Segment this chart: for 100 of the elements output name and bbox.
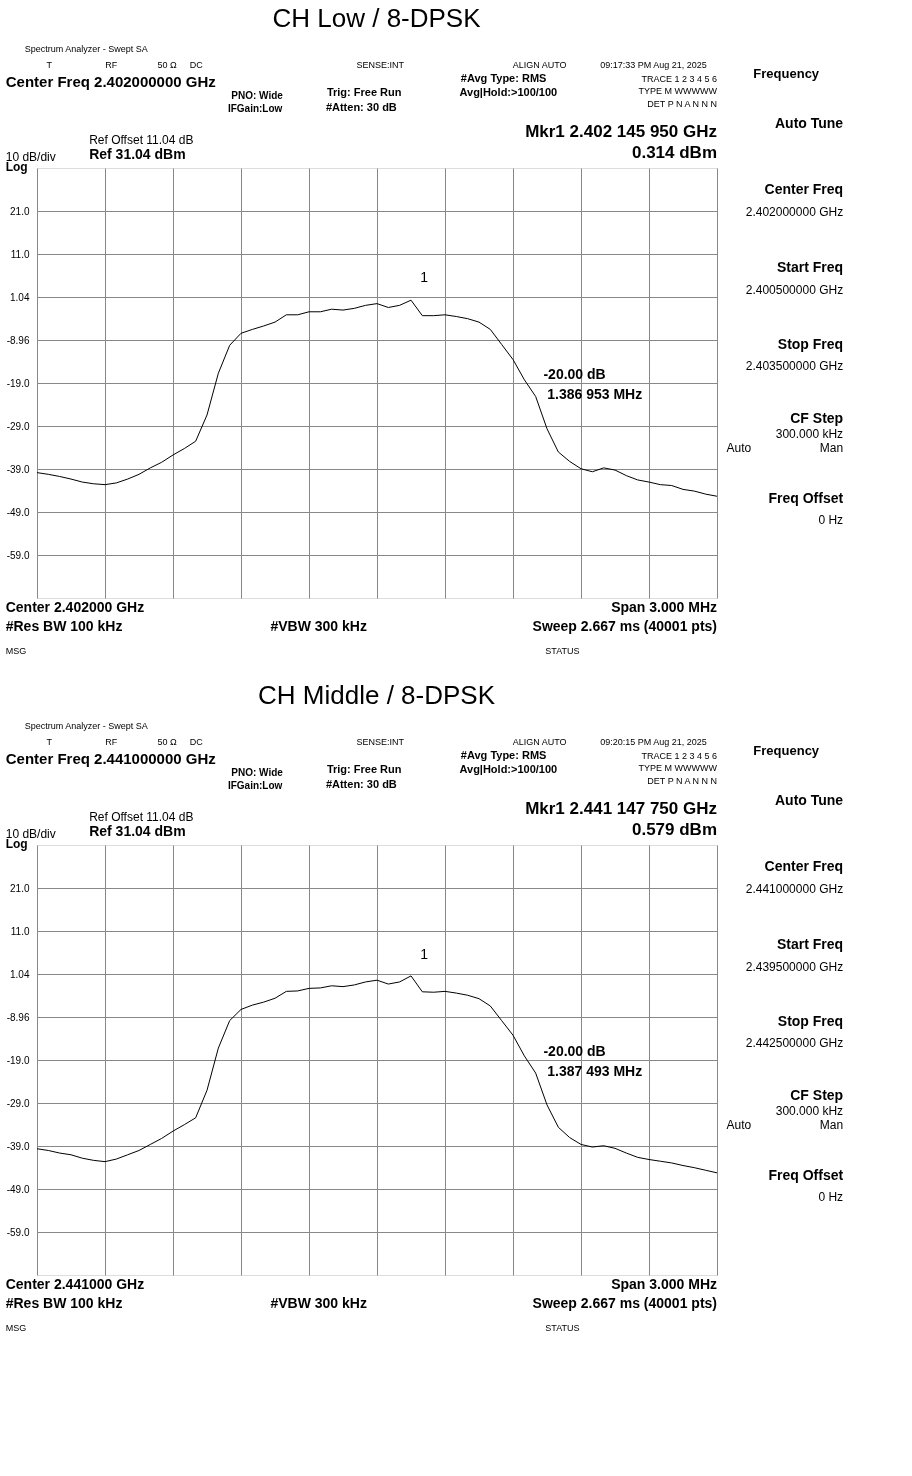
y-tick-label: 11.0: [10, 248, 30, 260]
text: CF Step: [790, 1086, 844, 1103]
text: TRACE 1 2 3 4 5 6: [641, 750, 717, 761]
text: #Atten: 30 dB: [325, 100, 397, 113]
text: Trig: Free Run: [326, 762, 402, 775]
text: Center Freq 2.402000000 GHz: [5, 72, 216, 90]
text: 2.439500000 GHz: [745, 959, 844, 974]
text: Log: [5, 160, 28, 175]
text: ALIGN AUTO: [512, 59, 567, 70]
text: #VBW 300 kHz: [270, 617, 367, 634]
text: Sweep 2.667 ms (40001 pts): [532, 1294, 717, 1311]
text: 2.403500000 GHz: [745, 358, 844, 373]
text: TRACE 1 2 3 4 5 6: [641, 73, 717, 84]
annotation: -20.00 dB: [543, 1043, 606, 1060]
text: TYPE M WWWWW: [638, 762, 718, 773]
text: Center Freq: [764, 858, 844, 875]
y-tick-label: -8.96: [6, 334, 30, 346]
y-tick-label: -29.0: [6, 1097, 30, 1109]
y-tick-label: -59.0: [6, 1226, 30, 1238]
text: IFGain:Low: [227, 102, 283, 114]
y-tick-label: 1.04: [10, 968, 30, 980]
y-tick-label: 1.04: [10, 291, 30, 303]
line-series: [36, 975, 718, 1174]
text: Mkr1 2.402 145 950 GHz: [525, 121, 717, 141]
text: #VBW 300 kHz: [270, 1294, 367, 1311]
chart-title: CH Middle / 8-DPSK: [258, 680, 496, 711]
text: DET P N A N N N: [647, 98, 717, 109]
text: Freq Offset: [768, 489, 844, 506]
annotation: 1.386 953 MHz: [547, 385, 643, 402]
text: Auto Tune: [774, 115, 844, 132]
text: CF Step: [790, 409, 844, 426]
y-tick-label: 21.0: [10, 205, 30, 217]
text: Spectrum Analyzer - Swept SA: [24, 721, 148, 732]
text: TYPE M WWWWW: [638, 85, 718, 96]
text: Ref 31.04 dBm: [89, 823, 186, 839]
text: PNO: Wide: [231, 90, 284, 102]
text: #Avg Type: RMS: [460, 71, 547, 84]
text: 0.314 dBm: [631, 143, 717, 163]
text: Ref Offset 11.04 dB: [89, 810, 194, 825]
text: Start Freq: [777, 259, 844, 276]
text: #Avg Type: RMS: [460, 748, 547, 761]
text: Avg|Hold:>100/100: [459, 85, 558, 98]
annotation: 1: [420, 945, 429, 962]
text: Man: [819, 441, 844, 456]
text: Center 2.441000 GHz: [5, 1276, 145, 1293]
text: Auto Tune: [774, 792, 844, 809]
text: Spectrum Analyzer - Swept SA: [24, 44, 148, 55]
text: #Res BW 100 kHz: [5, 617, 123, 634]
y-tick-label: -49.0: [6, 1183, 30, 1195]
text: 2.442500000 GHz: [745, 1035, 844, 1050]
y-tick-label: -49.0: [6, 506, 30, 518]
text: Span 3.000 MHz: [611, 599, 717, 616]
text: DET P N A N N N: [647, 775, 717, 786]
text: Start Freq: [777, 936, 844, 953]
text: Trig: Free Run: [326, 85, 402, 98]
text: 2.402000000 GHz: [745, 204, 844, 219]
y-tick-label: -59.0: [6, 549, 30, 561]
text: Frequency: [753, 66, 820, 82]
annotation: -20.00 dB: [543, 366, 606, 383]
text: Ref Offset 11.04 dB: [89, 133, 194, 148]
text: STATUS: [545, 645, 580, 656]
y-tick-label: 11.0: [10, 925, 30, 937]
annotation: 1: [420, 268, 429, 285]
text: Ref 31.04 dBm: [89, 146, 186, 162]
line-series: [36, 299, 718, 497]
text: Log: [5, 837, 28, 852]
text: Center Freq 2.441000000 GHz: [5, 749, 216, 767]
y-tick-label: -39.0: [6, 1140, 30, 1152]
text: Auto: [726, 441, 752, 456]
text: Center Freq: [764, 181, 844, 198]
y-tick-label: -19.0: [6, 1054, 30, 1066]
text: Stop Freq: [777, 1013, 844, 1030]
text: Mkr1 2.441 147 750 GHz: [525, 798, 717, 818]
text: Stop Freq: [777, 336, 844, 353]
text: Span 3.000 MHz: [611, 1276, 717, 1293]
text: Freq Offset: [768, 1166, 844, 1183]
text: RF: [105, 59, 118, 70]
text: 09:17:33 PM Aug 21, 2025: [600, 59, 707, 70]
chart-title: CH Low / 8-DPSK: [272, 3, 482, 34]
text: 300.000 kHz: [775, 426, 844, 441]
y-tick-label: -29.0: [6, 420, 30, 432]
text: Frequency: [753, 743, 820, 759]
text: 0.579 dBm: [631, 820, 717, 840]
annotation: 1.387 493 MHz: [547, 1062, 643, 1079]
text: MSG: [5, 1322, 27, 1333]
text: 50 Ω: [157, 736, 177, 747]
text: DC: [189, 736, 204, 747]
text: IFGain:Low: [227, 779, 283, 791]
text: 09:20:15 PM Aug 21, 2025: [600, 736, 707, 747]
text: ALIGN AUTO: [512, 736, 567, 747]
text: PNO: Wide: [231, 767, 284, 779]
text: #Res BW 100 kHz: [5, 1294, 123, 1311]
text: STATUS: [545, 1322, 580, 1333]
text: RF: [105, 736, 118, 747]
text: Auto: [726, 1118, 752, 1133]
text: T: [46, 59, 53, 70]
text: 0 Hz: [818, 1189, 844, 1204]
text: T: [46, 736, 53, 747]
y-tick-label: 21.0: [10, 882, 30, 894]
text: 2.400500000 GHz: [745, 282, 844, 297]
